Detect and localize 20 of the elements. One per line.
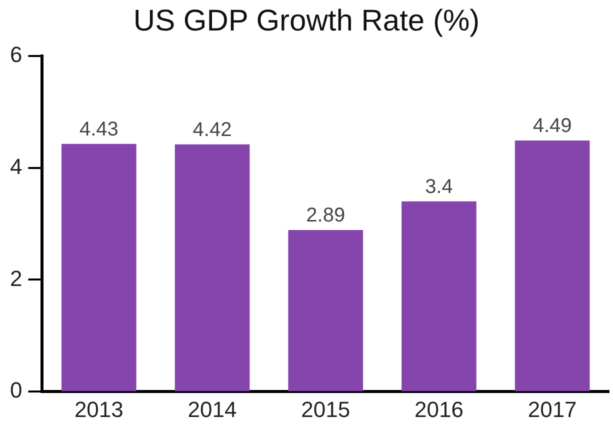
data-label: 4.49: [532, 114, 572, 137]
x-tick-label: 2016: [414, 396, 464, 422]
data-label: 2.89: [306, 204, 346, 226]
x-tick-label: 2017: [528, 396, 577, 422]
y-tick-label: 0: [10, 378, 22, 403]
bar: [174, 144, 250, 392]
bar: [514, 140, 590, 392]
data-label: 4.42: [192, 118, 232, 141]
y-tick-label: 4: [10, 154, 22, 179]
y-tick-label: 6: [10, 42, 22, 68]
bar: [288, 230, 364, 392]
x-tick-label: 2014: [188, 396, 237, 422]
bar: [402, 201, 476, 392]
data-label: 4.43: [79, 118, 118, 140]
data-label: 3.4: [425, 176, 453, 198]
x-tick-label: 2013: [74, 396, 124, 422]
y-tick-label: 2: [10, 266, 22, 291]
x-tick-label: 2015: [301, 396, 350, 422]
bar: [62, 144, 136, 392]
chart-title: US GDP Growth Rate (%): [133, 4, 480, 38]
